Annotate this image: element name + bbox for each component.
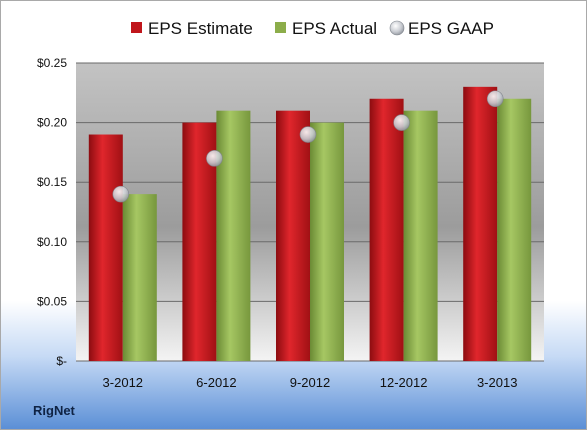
y-tick-label: $0.10 (37, 235, 67, 249)
eps-gaap-marker (393, 114, 410, 131)
legend-swatch (275, 22, 286, 33)
eps-actual-bar (122, 194, 157, 361)
eps-actual-bar (403, 110, 438, 362)
y-tick-label: $- (56, 354, 67, 368)
y-tick-label: $0.15 (37, 175, 67, 189)
legend-label: EPS GAAP (408, 19, 494, 38)
x-category-label: 12-2012 (380, 375, 428, 390)
eps-gaap-marker (299, 126, 317, 143)
legend-swatch (131, 22, 142, 33)
legend-label: EPS Estimate (148, 19, 253, 38)
eps-gaap-marker (112, 185, 130, 203)
eps-estimate-bar (369, 98, 404, 361)
company-name: RigNet (33, 403, 75, 418)
y-tick-label: $0.05 (37, 294, 67, 308)
eps-actual-bar (310, 122, 344, 361)
x-category-label: 3-2012 (103, 375, 143, 390)
y-tick-label: $0.25 (37, 56, 67, 70)
x-category-label: 9-2012 (290, 375, 330, 390)
eps-gaap-marker (206, 150, 223, 167)
x-category-label: 6-2012 (196, 375, 236, 390)
x-category-label: 3-2013 (477, 375, 517, 390)
eps-estimate-bar (88, 134, 123, 361)
y-tick-label: $0.20 (37, 116, 67, 130)
eps-estimate-bar (463, 86, 498, 361)
legend-swatch (389, 20, 405, 36)
legend-label: EPS Actual (292, 19, 377, 38)
eps-actual-bar (497, 98, 532, 361)
eps-estimate-bar (276, 110, 310, 362)
eps-actual-bar (216, 110, 251, 362)
eps-gaap-marker (486, 90, 504, 108)
